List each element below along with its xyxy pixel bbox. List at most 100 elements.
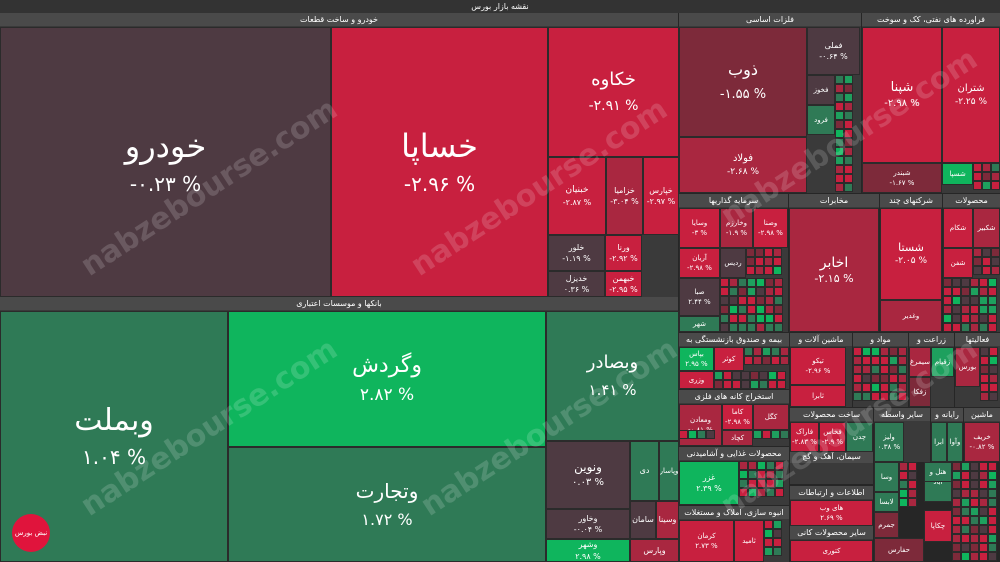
small-stock-cell[interactable] [952, 543, 961, 552]
small-stock-cell[interactable] [991, 248, 1000, 257]
small-stock-cell[interactable] [979, 552, 988, 561]
tile-20[interactable]: وسینا [656, 501, 679, 539]
tile-68[interactable]: کتوری [790, 540, 873, 562]
tile-40[interactable]: وغدیر [880, 300, 942, 332]
small-stock-cell[interactable] [871, 347, 880, 356]
tile-22[interactable]: ذوب % ۱.۵۵- [679, 27, 807, 137]
tile-0[interactable]: خودرو % ۰.۲۳- [0, 27, 331, 297]
small-stock-cell[interactable] [880, 392, 889, 401]
small-stock-cell[interactable] [989, 374, 998, 383]
small-stock-cell[interactable] [835, 111, 844, 120]
small-stock-cell[interactable] [844, 174, 853, 183]
small-stock-cell[interactable] [774, 287, 783, 296]
tile-1[interactable]: خساپا % ۲.۹۶- [331, 27, 548, 297]
small-stock-cell[interactable] [723, 380, 732, 389]
small-stock-cell[interactable] [979, 516, 988, 525]
small-stock-cell[interactable] [943, 287, 952, 296]
small-stock-cell[interactable] [908, 471, 917, 480]
small-stock-cell[interactable] [970, 323, 979, 332]
small-stock-cell[interactable] [943, 305, 952, 314]
small-stock-cell[interactable] [862, 365, 871, 374]
small-stock-cell[interactable] [844, 129, 853, 138]
small-stock-cell[interactable] [961, 278, 970, 287]
tile-30[interactable]: شسپا [942, 163, 973, 185]
small-stock-cell[interactable] [898, 356, 907, 365]
tile-71[interactable]: جمرم [874, 512, 899, 538]
small-stock-cell[interactable] [952, 278, 961, 287]
tile-65[interactable]: های وب % ۲.۶۹ [790, 500, 873, 526]
tile-52[interactable]: بورس [955, 347, 980, 387]
small-stock-cell[interactable] [747, 323, 756, 332]
small-stock-cell[interactable] [899, 480, 908, 489]
tile-60[interactable]: ولیز % ۰.۳۸ [874, 422, 904, 462]
small-stock-cell[interactable] [748, 461, 757, 470]
small-stock-cell[interactable] [988, 507, 997, 516]
small-stock-cell[interactable] [759, 380, 768, 389]
small-stock-cell[interactable] [759, 371, 768, 380]
small-stock-cell[interactable] [774, 323, 783, 332]
tile-24[interactable]: فملی % ۰.۶۴- [807, 27, 860, 75]
small-stock-cell[interactable] [748, 488, 757, 497]
small-stock-cell[interactable] [952, 552, 961, 561]
small-stock-cell[interactable] [853, 392, 862, 401]
small-stock-cell[interactable] [889, 374, 898, 383]
small-stock-cell[interactable] [844, 111, 853, 120]
small-stock-cell[interactable] [706, 430, 715, 439]
tile-9[interactable]: خبهمن % ۲.۹۵- [605, 271, 642, 297]
small-stock-cell[interactable] [908, 498, 917, 507]
small-stock-cell[interactable] [988, 305, 997, 314]
small-stock-cell[interactable] [835, 102, 844, 111]
tile-54[interactable]: کاما % ۲.۹۸- [722, 404, 753, 430]
small-stock-cell[interactable] [952, 462, 961, 471]
small-stock-cell[interactable] [732, 380, 741, 389]
small-stock-cell[interactable] [747, 278, 756, 287]
tile-11[interactable]: وگردش % ۲.۸۲ [228, 311, 546, 447]
tile-3[interactable]: خبنیان% ۲.۸۷- [548, 157, 606, 235]
tile-14[interactable]: ونوین % ۰.۰۳ [546, 441, 630, 509]
small-stock-cell[interactable] [989, 392, 998, 401]
small-stock-cell[interactable] [750, 380, 759, 389]
small-stock-cell[interactable] [970, 498, 979, 507]
small-stock-cell[interactable] [952, 323, 961, 332]
small-stock-cell[interactable] [844, 120, 853, 129]
small-stock-cell[interactable] [988, 534, 997, 543]
small-stock-cell[interactable] [747, 314, 756, 323]
small-stock-cell[interactable] [773, 538, 782, 547]
tile-53[interactable]: کگل [753, 404, 789, 430]
small-stock-cell[interactable] [862, 356, 871, 365]
small-stock-cell[interactable] [753, 430, 762, 439]
small-stock-cell[interactable] [908, 462, 917, 471]
small-stock-cell[interactable] [739, 461, 748, 470]
small-stock-cell[interactable] [862, 383, 871, 392]
small-stock-cell[interactable] [741, 371, 750, 380]
small-stock-cell[interactable] [729, 287, 738, 296]
small-stock-cell[interactable] [765, 305, 774, 314]
small-stock-cell[interactable] [773, 248, 782, 257]
tile-27[interactable]: شپنا % ۲.۹۸- [862, 27, 942, 163]
small-stock-cell[interactable] [898, 374, 907, 383]
small-stock-cell[interactable] [729, 305, 738, 314]
small-stock-cell[interactable] [762, 356, 771, 365]
tile-15[interactable]: وخاور % ۰.۰۴- [546, 509, 630, 539]
small-stock-cell[interactable] [729, 278, 738, 287]
tile-72[interactable]: حفارس [874, 538, 924, 562]
small-stock-cell[interactable] [973, 163, 982, 172]
small-stock-cell[interactable] [835, 75, 844, 84]
tile-34[interactable]: آریان % ۲.۹۸- [679, 248, 720, 278]
small-stock-cell[interactable] [835, 165, 844, 174]
small-stock-cell[interactable] [961, 480, 970, 489]
small-stock-cell[interactable] [720, 314, 729, 323]
small-stock-cell[interactable] [973, 266, 982, 275]
small-stock-cell[interactable] [970, 525, 979, 534]
small-stock-cell[interactable] [747, 296, 756, 305]
small-stock-cell[interactable] [744, 347, 753, 356]
small-stock-cell[interactable] [991, 163, 1000, 172]
small-stock-cell[interactable] [775, 461, 784, 470]
small-stock-cell[interactable] [753, 347, 762, 356]
small-stock-cell[interactable] [952, 287, 961, 296]
small-stock-cell[interactable] [952, 296, 961, 305]
small-stock-cell[interactable] [741, 380, 750, 389]
tile-63[interactable]: خریف % ۰.۸۲- [964, 422, 1000, 462]
small-stock-cell[interactable] [889, 383, 898, 392]
small-stock-cell[interactable] [988, 471, 997, 480]
